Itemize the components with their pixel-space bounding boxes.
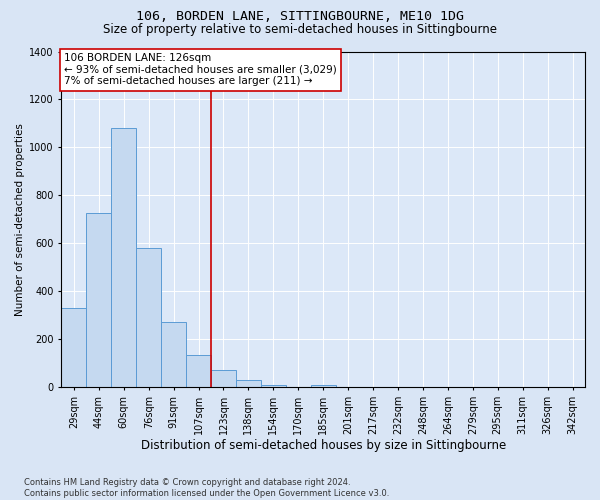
Bar (136, 248, 161, 387)
X-axis label: Distribution of semi-detached houses by size in Sittingbourne: Distribution of semi-detached houses by … (140, 440, 506, 452)
Bar (261, 384, 286, 387)
Text: 106, BORDEN LANE, SITTINGBOURNE, ME10 1DG: 106, BORDEN LANE, SITTINGBOURNE, ME10 1D… (136, 10, 464, 23)
Bar (86, 213, 111, 387)
Bar (161, 322, 186, 387)
Bar (186, 354, 211, 387)
Bar (61, 308, 86, 387)
Y-axis label: Number of semi-detached properties: Number of semi-detached properties (15, 123, 25, 316)
Text: Size of property relative to semi-detached houses in Sittingbourne: Size of property relative to semi-detach… (103, 22, 497, 36)
Bar (236, 380, 261, 387)
Text: 106 BORDEN LANE: 126sqm
← 93% of semi-detached houses are smaller (3,029)
7% of : 106 BORDEN LANE: 126sqm ← 93% of semi-de… (64, 53, 337, 86)
Bar (111, 128, 136, 387)
Text: Contains HM Land Registry data © Crown copyright and database right 2024.
Contai: Contains HM Land Registry data © Crown c… (24, 478, 389, 498)
Bar (211, 370, 236, 387)
Bar (311, 384, 335, 387)
